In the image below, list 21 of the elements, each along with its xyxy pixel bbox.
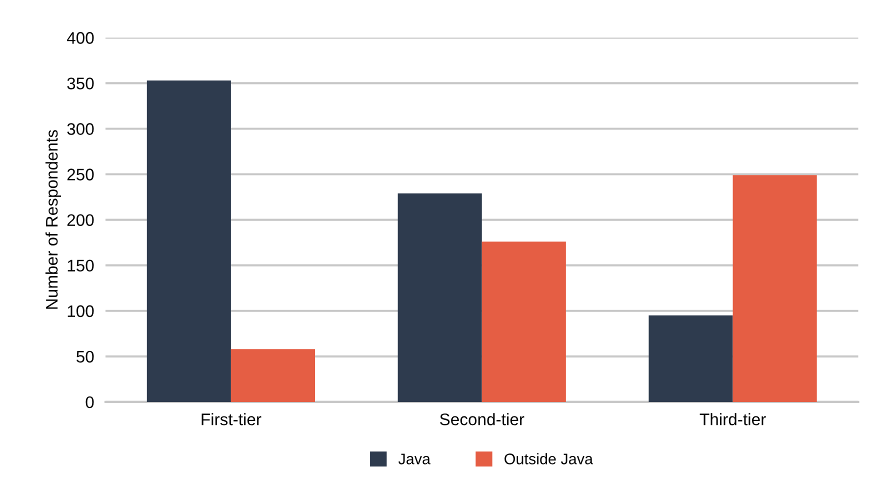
x-tick-label: First-tier	[202, 413, 262, 426]
x-tick-label: Third-tier	[700, 413, 766, 426]
bar	[648, 315, 733, 402]
y-tick-label: 350	[67, 78, 94, 90]
bar	[482, 242, 566, 402]
y-tick-label: 50	[76, 350, 94, 363]
y-tick-label: 400	[66, 32, 94, 44]
y-axis-title: Number of Respondents	[45, 130, 62, 309]
x-tick-label: Second-tier	[440, 413, 524, 426]
y-tick-label: 200	[67, 214, 94, 226]
y-tick-label: 0	[86, 396, 94, 408]
bar	[230, 349, 316, 402]
legend-label: Outside Java	[504, 453, 594, 464]
bar	[146, 80, 231, 402]
bar	[398, 193, 482, 402]
y-tick-label: 300	[67, 123, 94, 135]
y-tick-label: 150	[68, 260, 94, 272]
y-tick-label: 250	[67, 168, 94, 180]
bar	[732, 175, 817, 402]
y-tick-label: 100	[68, 305, 94, 318]
legend-label: Java	[398, 454, 431, 464]
